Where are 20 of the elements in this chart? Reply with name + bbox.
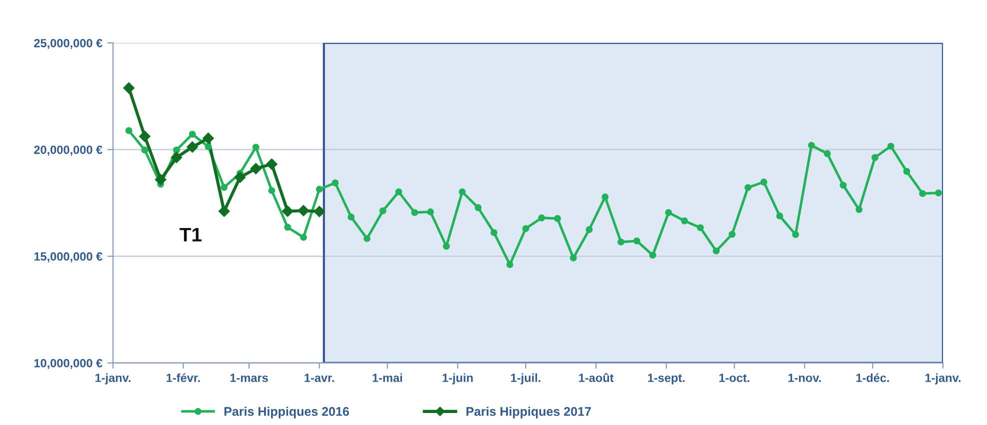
x-tick-label: 1-déc. [856, 373, 889, 382]
x-tick-label: 1-mai [372, 373, 402, 382]
x-tick-label: 1-nov. [788, 374, 821, 382]
y-tick-label: 15,000,000 € [34, 252, 102, 262]
x-tick-label: 1-mars [230, 374, 268, 382]
x-tick-label: 1-juil. [511, 373, 540, 384]
annotation: T1 [180, 228, 202, 242]
y-tick-label: 20,000,000 € [34, 146, 102, 156]
y-tick-label: 10,000,000 € [34, 358, 102, 370]
legend-label: Paris Hippiques 2016 [224, 406, 349, 418]
x-tick-label: 1-oct. [719, 374, 750, 382]
x-tick-label: 1-juin [442, 373, 473, 384]
x-tick-label: 1-avr. [304, 374, 334, 382]
x-tick-label: 1-févr. [166, 373, 200, 382]
x-tick-label: 1-août [579, 373, 614, 382]
legend-label: Paris Hippiques 2017 [466, 406, 591, 418]
y-tick-label: 25,000,000 € [34, 38, 102, 50]
x-tick-label: 1-janv. [95, 373, 130, 384]
x-tick-label: 1-janv. [925, 373, 960, 384]
x-tick-label: 1-sept. [648, 374, 685, 384]
